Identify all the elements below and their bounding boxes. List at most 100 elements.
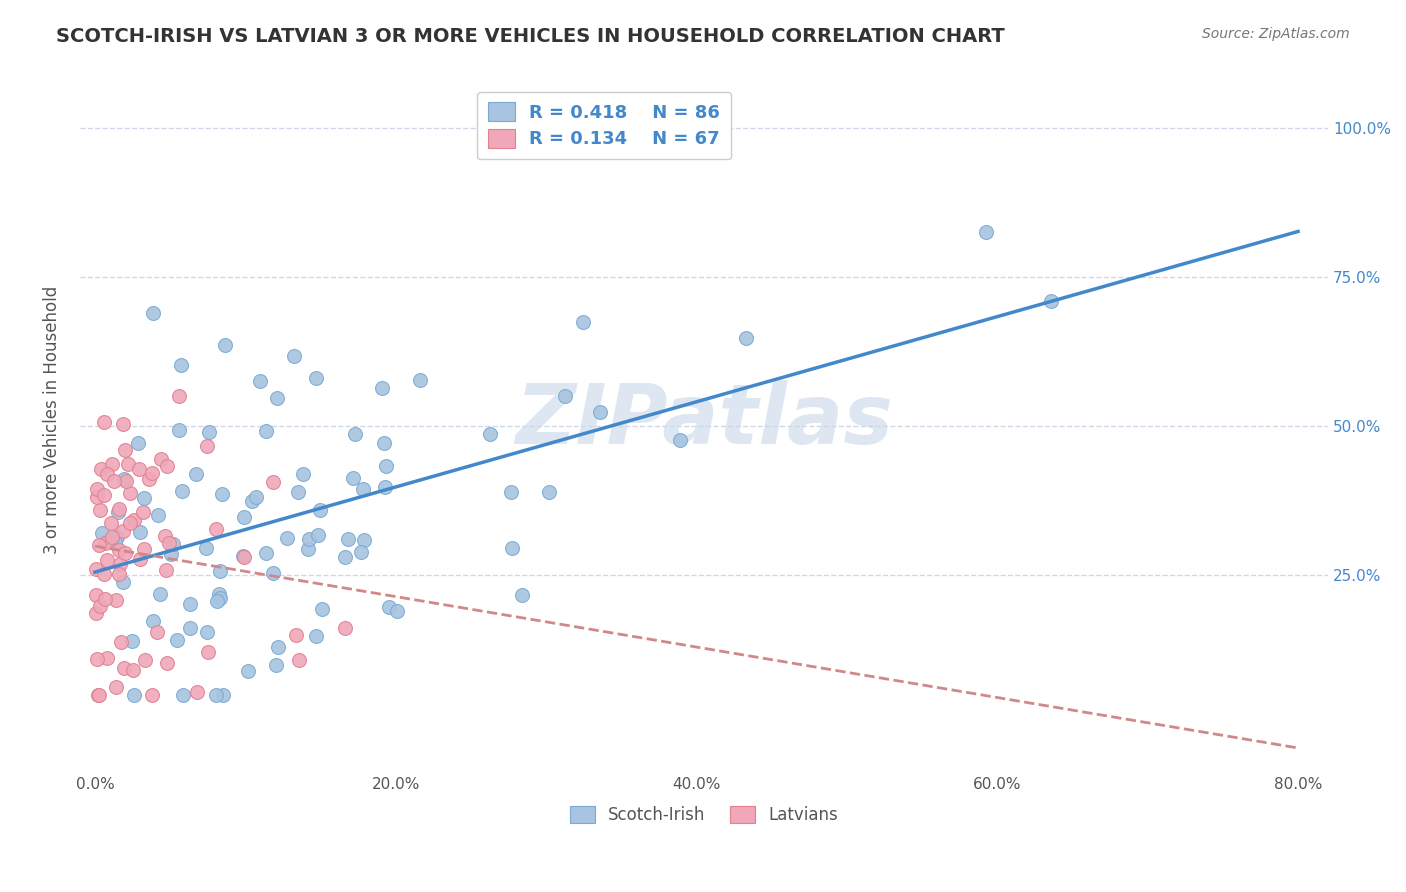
Point [150,452,173,467]
Point [111,417,134,432]
Point [105,530,128,544]
Point [333,621,356,635]
Point [93,566,115,581]
Point [238,664,260,678]
Point [734,331,756,345]
Point [195,439,218,453]
Point [409,373,432,387]
Point [209,591,232,606]
Point [101,530,124,544]
Point [195,625,218,640]
Point [86,607,108,621]
Point [86,588,108,602]
Point [304,629,326,643]
Point [108,557,131,571]
Point [264,658,287,673]
Point [108,502,131,516]
Point [385,604,408,618]
Point [510,588,533,602]
Point [145,624,167,639]
Point [162,537,184,551]
Point [245,490,267,504]
Point [333,549,356,564]
Point [142,614,165,628]
Point [353,533,375,548]
Point [132,505,155,519]
Point [186,467,208,481]
Point [344,426,367,441]
Point [86,482,108,496]
Point [117,457,139,471]
Point [89,599,111,613]
Point [214,338,236,352]
Point [208,587,231,601]
Point [91,526,114,541]
Point [276,532,298,546]
Point [352,482,374,496]
Point [205,522,228,536]
Point [97,533,120,547]
Point [96,552,118,566]
Point [115,474,138,488]
Y-axis label: 3 or more Vehicles in Household: 3 or more Vehicles in Household [44,286,60,555]
Point [89,688,111,702]
Point [209,564,232,578]
Point [94,592,117,607]
Point [287,484,309,499]
Point [156,656,179,670]
Point [179,621,201,635]
Point [589,405,612,419]
Point [267,640,290,655]
Point [262,475,284,490]
Point [572,315,595,329]
Point [179,597,201,611]
Point [111,524,134,538]
Point [283,350,305,364]
Point [198,425,221,439]
Point [86,561,108,575]
Point [127,436,149,450]
Point [254,546,277,560]
Point [86,651,108,665]
Point [153,529,176,543]
Point [249,374,271,388]
Point [478,427,501,442]
Point [170,358,193,372]
Point [537,485,560,500]
Point [266,391,288,405]
Point [112,660,135,674]
Point [307,527,329,541]
Point [87,688,110,702]
Point [232,510,254,524]
Point [160,547,183,561]
Point [378,600,401,615]
Point [170,483,193,498]
Point [287,652,309,666]
Point [297,542,319,557]
Point [120,486,142,500]
Point [195,541,218,556]
Point [141,688,163,702]
Point [93,488,115,502]
Point [105,680,128,694]
Point [349,545,371,559]
Point [134,653,156,667]
Point [114,546,136,560]
Point [156,459,179,474]
Point [129,525,152,540]
Point [254,424,277,438]
Point [169,423,191,437]
Point [155,563,177,577]
Point [108,543,131,558]
Point [89,503,111,517]
Point [172,688,194,702]
Text: SCOTCH-IRISH VS LATVIAN 3 OR MORE VEHICLES IN HOUSEHOLD CORRELATION CHART: SCOTCH-IRISH VS LATVIAN 3 OR MORE VEHICL… [56,27,1005,45]
Legend: Scotch-Irish, Latvians: Scotch-Irish, Latvians [560,796,848,834]
Point [138,472,160,486]
Point [111,574,134,589]
Point [974,225,997,239]
Text: ZIPatlas: ZIPatlas [515,380,893,461]
Point [284,627,307,641]
Point [128,462,150,476]
Point [96,651,118,665]
